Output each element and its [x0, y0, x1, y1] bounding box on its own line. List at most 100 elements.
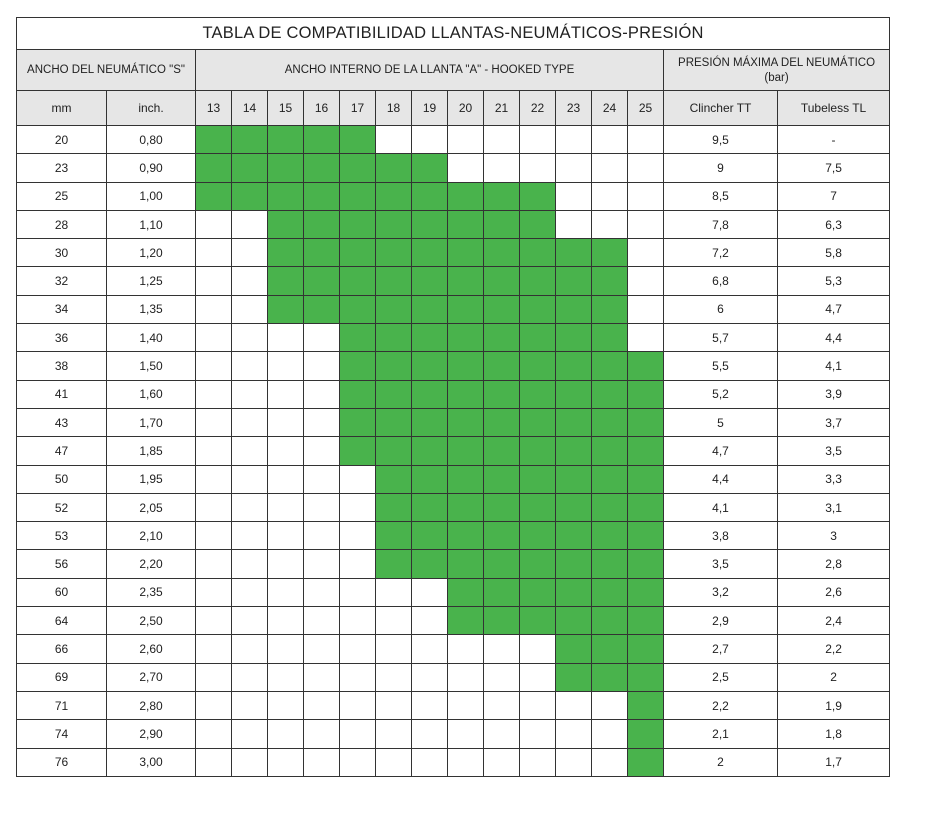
incompatible-cell — [411, 747, 448, 777]
compatible-cell — [447, 294, 484, 325]
tire-width-mm: 32 — [16, 266, 107, 296]
compatible-cell — [375, 181, 412, 211]
compatible-cell — [411, 351, 448, 381]
clincher-pressure: 8,5 — [663, 181, 778, 211]
compatible-cell — [483, 549, 520, 579]
incompatible-cell — [267, 407, 304, 438]
clincher-pressure: 5,2 — [663, 379, 778, 409]
incompatible-cell — [555, 124, 592, 155]
tubeless-pressure: 2,6 — [776, 577, 891, 608]
compatible-cell — [555, 492, 592, 523]
incompatible-cell — [231, 549, 268, 579]
compatible-cell — [411, 323, 448, 353]
tire-width-mm: 60 — [16, 577, 107, 608]
compatible-cell — [375, 549, 412, 579]
incompatible-cell — [267, 549, 304, 579]
incompatible-cell — [267, 662, 304, 692]
compatible-cell — [447, 549, 484, 579]
rim-width-header-25: 25 — [627, 90, 664, 126]
incompatible-cell — [483, 690, 520, 721]
tire-width-mm: 56 — [16, 549, 107, 579]
compatible-cell — [411, 266, 448, 296]
tubeless-pressure: 3,5 — [776, 436, 891, 466]
incompatible-cell — [231, 521, 268, 551]
compatible-cell — [375, 351, 412, 381]
compatible-cell — [339, 153, 376, 183]
incompatible-cell — [267, 634, 304, 664]
compatible-cell — [519, 577, 556, 608]
incompatible-cell — [339, 549, 376, 579]
incompatible-cell — [195, 379, 232, 409]
clincher-pressure: 2,9 — [663, 606, 778, 636]
compatible-cell — [591, 634, 628, 664]
incompatible-cell — [627, 124, 664, 155]
table-row: 71 2,80 2,2 1,9 — [16, 690, 891, 721]
compatible-cell — [555, 294, 592, 325]
tubeless-pressure: 5,3 — [776, 266, 891, 296]
incompatible-cell — [627, 238, 664, 268]
incompatible-cell — [483, 747, 520, 777]
incompatible-cell — [519, 690, 556, 721]
compatible-cell — [447, 606, 484, 636]
tubeless-pressure: 3,3 — [776, 464, 891, 494]
table-row: 56 2,20 3,5 2,8 — [16, 549, 891, 579]
tire-width-mm: 74 — [16, 719, 107, 749]
incompatible-cell — [231, 436, 268, 466]
incompatible-cell — [411, 690, 448, 721]
compatible-cell — [267, 266, 304, 296]
tire-width-inch: 1,50 — [106, 351, 196, 381]
compatible-cell — [519, 351, 556, 381]
compatible-cell — [627, 351, 664, 381]
tire-width-inch: 3,00 — [106, 747, 196, 777]
table-row: 23 0,90 9 7,5 — [16, 153, 891, 183]
compatible-cell — [519, 436, 556, 466]
tubeless-pressure: 1,9 — [776, 690, 891, 721]
clincher-pressure: 5,5 — [663, 351, 778, 381]
compatible-cell — [483, 323, 520, 353]
table-row: 25 1,00 8,5 7 — [16, 181, 891, 211]
table-row: 32 1,25 6,8 5,3 — [16, 266, 891, 296]
compatible-cell — [627, 521, 664, 551]
incompatible-cell — [231, 577, 268, 608]
compatible-cell — [591, 521, 628, 551]
compatible-cell — [339, 266, 376, 296]
incompatible-cell — [411, 577, 448, 608]
incompatible-cell — [195, 662, 232, 692]
tire-width-mm: 43 — [16, 407, 107, 438]
incompatible-cell — [267, 379, 304, 409]
incompatible-cell — [195, 634, 232, 664]
tubeless-pressure: 4,4 — [776, 323, 891, 353]
compatible-cell — [339, 294, 376, 325]
compatible-cell — [591, 266, 628, 296]
incompatible-cell — [339, 747, 376, 777]
compatible-cell — [483, 266, 520, 296]
rim-width-header-19: 19 — [411, 90, 448, 126]
compatible-cell — [267, 209, 304, 240]
tubeless-pressure: 7,5 — [776, 153, 891, 183]
incompatible-cell — [591, 124, 628, 155]
incompatible-cell — [231, 606, 268, 636]
incompatible-cell — [303, 577, 340, 608]
incompatible-cell — [231, 719, 268, 749]
compatible-cell — [555, 266, 592, 296]
incompatible-cell — [411, 634, 448, 664]
tire-width-mm: 76 — [16, 747, 107, 777]
incompatible-cell — [303, 747, 340, 777]
pressure-header: PRESIÓN MÁXIMA DEL NEUMÁTICO (bar) — [662, 49, 891, 91]
table-row: 60 2,35 3,2 2,6 — [16, 577, 891, 608]
incompatible-cell — [591, 153, 628, 183]
mm-column-header: mm — [16, 90, 107, 126]
incompatible-cell — [339, 577, 376, 608]
compatible-cell — [375, 294, 412, 325]
compatible-cell — [375, 266, 412, 296]
incompatible-cell — [195, 209, 232, 240]
incompatible-cell — [267, 464, 304, 494]
compatible-cell — [303, 294, 340, 325]
incompatible-cell — [267, 747, 304, 777]
compatible-cell — [555, 436, 592, 466]
incompatible-cell — [267, 436, 304, 466]
compatible-cell — [447, 464, 484, 494]
incompatible-cell — [303, 662, 340, 692]
table-title: TABLA DE COMPATIBILIDAD LLANTAS-NEUMÁTIC… — [15, 17, 891, 50]
compatible-cell — [447, 492, 484, 523]
